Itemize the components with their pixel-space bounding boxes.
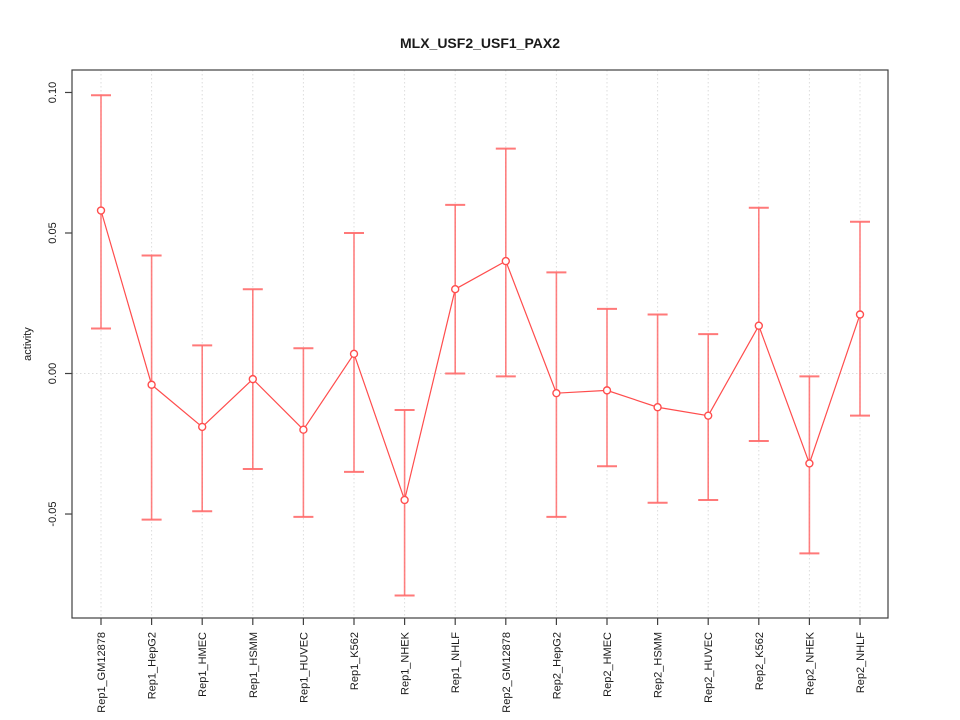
x-category-label: Rep1_HSMM bbox=[248, 632, 260, 698]
data-point bbox=[552, 388, 561, 398]
x-category-label: Rep2_HMEC bbox=[602, 632, 614, 697]
x-category-label: Rep1_HMEC bbox=[197, 632, 209, 697]
data-point bbox=[855, 310, 865, 319]
x-category-label: Rep2_NHEK bbox=[804, 631, 816, 695]
x-category-label: Rep1_NHLF bbox=[450, 632, 462, 693]
x-category-label: Rep1_GM12878 bbox=[96, 632, 108, 713]
x-category-label: Rep1_K562 bbox=[349, 632, 361, 690]
data-point bbox=[704, 411, 713, 420]
data-point bbox=[602, 386, 612, 395]
x-category-label: Rep1_HepG2 bbox=[147, 632, 159, 699]
data-point bbox=[653, 403, 662, 412]
plot-box bbox=[71, 69, 889, 619]
x-category-label: Rep2_HUVEC bbox=[703, 632, 715, 703]
data-point bbox=[147, 380, 156, 389]
y-tick-label: -0.05 bbox=[47, 501, 59, 526]
data-point bbox=[451, 285, 460, 294]
y-tick-label: 0.00 bbox=[47, 363, 59, 384]
data-point bbox=[400, 495, 409, 505]
x-category-label: Rep2_K562 bbox=[754, 632, 766, 690]
error-bar bbox=[850, 220, 870, 417]
y-tick-label: 0.05 bbox=[47, 222, 59, 243]
y-axis-label: activity bbox=[22, 327, 34, 361]
data-point bbox=[248, 374, 258, 384]
x-category-label: Rep2_GM12878 bbox=[501, 632, 513, 713]
series-line bbox=[100, 210, 861, 503]
x-category-label: Rep2_HepG2 bbox=[551, 632, 563, 699]
data-point bbox=[501, 256, 510, 266]
data-point bbox=[197, 422, 207, 432]
x-category-label: Rep1_NHEK bbox=[400, 631, 412, 695]
data-point bbox=[96, 206, 106, 215]
data-point bbox=[349, 349, 359, 359]
x-category-label: Rep1_HUVEC bbox=[298, 632, 310, 703]
x-category-label: Rep2_HSMM bbox=[653, 632, 665, 698]
x-category-label: Rep2_NHLF bbox=[855, 632, 867, 693]
y-tick-label: 0.10 bbox=[47, 82, 59, 103]
data-point bbox=[754, 321, 763, 330]
data-series-layer bbox=[91, 94, 870, 597]
chart-title: MLX_USF2_USF1_PAX2 bbox=[400, 35, 560, 51]
data-point bbox=[299, 425, 308, 434]
data-point bbox=[805, 459, 814, 468]
axes-layer: -0.05 0.00 0.05 0.10 Rep1_GM12878 Rep1_HepG2 R… bbox=[47, 69, 889, 713]
